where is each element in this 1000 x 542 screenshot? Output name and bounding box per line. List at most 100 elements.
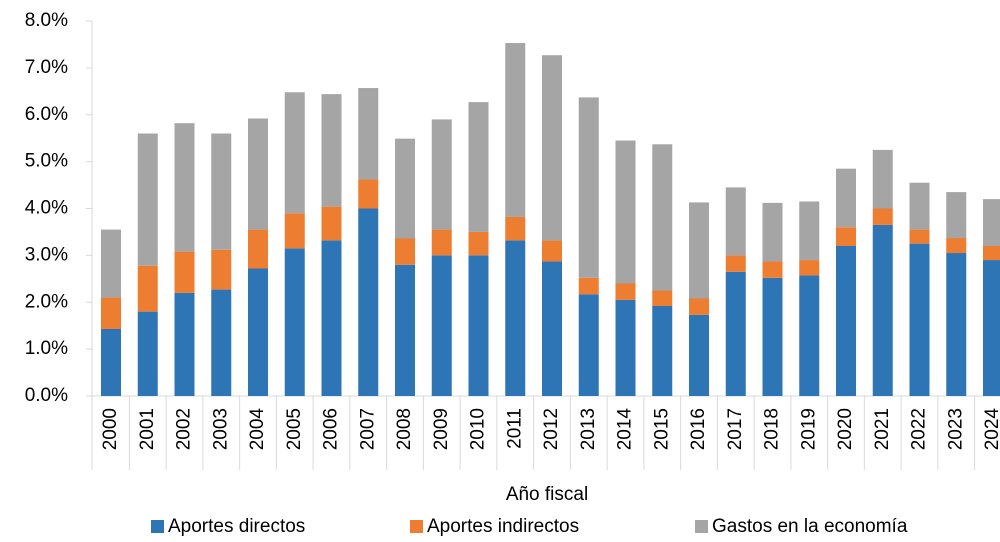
x-tick-label: 2011 (504, 408, 525, 449)
y-tick-label: 8.0% (25, 10, 68, 31)
bar-segment (395, 138, 415, 239)
bar-segment (983, 260, 1000, 396)
bar-segment (468, 102, 489, 232)
x-tick-label: 2014 (615, 408, 636, 451)
y-tick-label: 2.0% (25, 291, 68, 312)
bar-segment (725, 255, 746, 272)
bar-segment (431, 255, 452, 396)
x-tick-label: 2004 (247, 408, 268, 451)
bar-segment (946, 253, 967, 396)
bar-segment (799, 201, 820, 261)
bar-segment (248, 229, 268, 269)
bar-segment (174, 123, 195, 252)
bar-segment (505, 43, 526, 217)
x-tick-label: 2012 (541, 408, 562, 450)
bar-segment (872, 208, 893, 225)
x-tick-label: 2019 (798, 408, 819, 450)
bar-segment (468, 255, 489, 396)
bar-segment (652, 290, 673, 306)
bar-segment (983, 246, 1000, 261)
bar-segment (174, 251, 195, 293)
bar-segment (799, 275, 820, 396)
bar-segment (431, 119, 452, 230)
x-tick-label: 2000 (100, 408, 121, 450)
bar-segment (284, 92, 305, 214)
bar-segment (578, 97, 599, 278)
y-tick-label: 0.0% (25, 385, 68, 406)
x-axis-title: Año fiscal (506, 484, 588, 505)
bar-segment (137, 265, 158, 312)
bar-segment (983, 199, 1000, 246)
bar-segment (284, 213, 305, 249)
bar-segment (321, 206, 342, 241)
bar-segment (211, 249, 232, 290)
bar-segment (652, 306, 673, 396)
x-tick-label: 2010 (468, 408, 489, 450)
bar-segment (762, 202, 783, 262)
x-tick-label: 2018 (762, 408, 783, 450)
bar-segment (358, 179, 379, 209)
bar-segment (946, 238, 967, 254)
bar-segment (101, 297, 121, 329)
bar-segment (248, 268, 268, 396)
bar-segment (689, 202, 709, 299)
bar-segment (248, 118, 268, 230)
bar-segment (395, 238, 415, 265)
bar-segment (836, 227, 856, 246)
bar-segment (762, 261, 783, 278)
legend-swatch (410, 520, 423, 533)
bar-segment (468, 231, 489, 256)
bar-segment (505, 240, 526, 396)
bar-segment (137, 311, 158, 396)
bar-segment (909, 229, 930, 244)
x-tick-label: 2021 (872, 408, 893, 450)
bar-segment (358, 208, 379, 396)
bar-segment (615, 140, 636, 284)
bar-segment (101, 328, 121, 396)
bar-segment (909, 243, 930, 396)
y-tick-label: 5.0% (25, 151, 68, 172)
y-tick-label: 4.0% (25, 198, 68, 219)
bar-segment (505, 216, 526, 241)
bar-segment (615, 299, 636, 396)
x-tick-label: 2001 (137, 408, 158, 450)
x-tick-label: 2005 (284, 408, 305, 450)
bar-segment (174, 292, 195, 396)
bar-segment (836, 246, 856, 396)
x-tick-label: 2007 (357, 408, 378, 450)
legend-label: Aportes directos (168, 516, 305, 537)
bar-segment (321, 94, 342, 207)
x-tick-label: 2013 (578, 408, 599, 450)
bar-segment (284, 248, 305, 396)
bar-segment (321, 240, 342, 396)
bar-segment (578, 294, 599, 396)
x-tick-label: 2016 (688, 408, 709, 450)
bar-segment (542, 240, 562, 262)
x-tick-label: 2023 (945, 408, 966, 450)
bar-segment (836, 168, 856, 228)
bar-segment (101, 229, 121, 298)
bar-segment (395, 264, 415, 396)
bar-segment (725, 187, 746, 256)
legend-label: Aportes indirectos (427, 516, 579, 537)
x-tick-label: 2015 (651, 408, 672, 450)
y-tick-label: 3.0% (25, 244, 68, 265)
bar-segment (211, 133, 232, 250)
y-tick-label: 7.0% (25, 57, 68, 78)
bar-segment (946, 192, 967, 239)
bar-segment (578, 277, 599, 295)
y-tick-label: 1.0% (25, 338, 68, 359)
bar-segment (909, 182, 930, 230)
bar-segment (137, 133, 158, 266)
bar-segment (872, 224, 893, 396)
x-tick-label: 2003 (210, 408, 231, 450)
bar-segment (799, 260, 820, 276)
x-tick-label: 2006 (321, 408, 342, 450)
bar-segment (689, 314, 709, 396)
legend-swatch (151, 520, 164, 533)
bar-segment (358, 88, 379, 180)
x-tick-label: 2024 (982, 408, 1000, 451)
bar-segment (725, 271, 746, 396)
bar-segment (542, 55, 562, 241)
